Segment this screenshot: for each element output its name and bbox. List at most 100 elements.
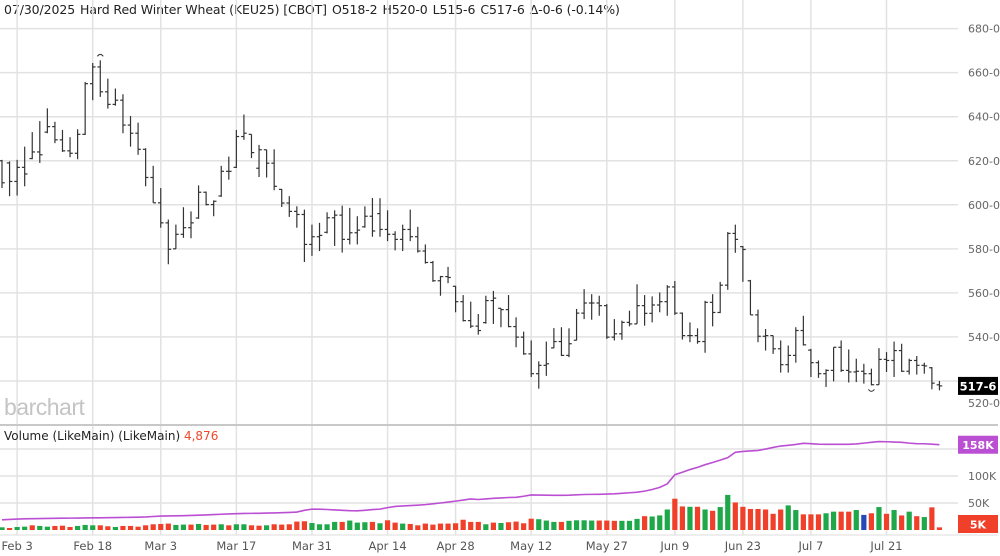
x-tick-label: Jun 9: [659, 539, 689, 553]
ohlc-bar: [513, 317, 519, 348]
volume-bar: [642, 516, 648, 530]
x-tick-label: May 27: [586, 539, 628, 553]
volume-bar: [883, 513, 890, 530]
volume-bar: [316, 524, 323, 530]
header-date: 07/30/2025: [4, 2, 76, 17]
volume-bar: [14, 526, 20, 530]
volume-bar: [513, 521, 519, 530]
volume-tick-label: 100K: [968, 470, 997, 483]
ohlc-bar: [173, 224, 179, 250]
ohlc-bar: [906, 358, 912, 375]
ohlc-bar: [44, 108, 51, 134]
volume-bar: [422, 523, 428, 530]
volume-bar: [634, 518, 640, 530]
ohlc-bar: [747, 279, 754, 316]
ohlc-bar: [694, 328, 701, 344]
volume-bar: [407, 523, 413, 530]
volume-bar: [67, 526, 73, 530]
volume-bar: [891, 510, 897, 530]
volume-bar: [747, 508, 754, 530]
price-tick-label: 660-0: [968, 67, 1000, 80]
volume-bar: [233, 524, 239, 530]
ohlc-bar: [498, 307, 504, 328]
ohlc-bar: [324, 212, 330, 234]
volume-bar: [815, 514, 822, 530]
volume-bar: [906, 511, 912, 530]
price-tick-label: 580-0: [968, 243, 1000, 256]
price-tick-label: 620-0: [968, 155, 1000, 168]
volume-current-value: 4,876: [183, 429, 219, 443]
ohlc-bar: [520, 331, 527, 355]
ohlc-bar: [437, 275, 444, 296]
period-high-marker: [96, 53, 104, 57]
volume-bar: [430, 524, 436, 530]
volume-bar: [694, 506, 701, 530]
header-high: H520-0: [382, 2, 428, 17]
volume-bar: [521, 523, 527, 530]
ohlc-bar: [679, 312, 686, 340]
volume-bar: [188, 524, 194, 530]
volume-bar: [392, 522, 398, 530]
open-interest-line: [1, 440, 940, 521]
ohlc-bar: [830, 346, 837, 382]
price-tick-label: 600-0: [968, 199, 1000, 212]
volume-bar: [604, 520, 610, 530]
ohlc-bar: [724, 232, 731, 290]
ohlc-bar: [634, 284, 640, 325]
volume-bar: [264, 525, 270, 530]
x-tick-label: May 12: [510, 539, 552, 553]
ohlc-bar: [105, 78, 111, 109]
ohlc-bar: [861, 363, 867, 384]
ohlc-bar: [793, 327, 799, 363]
volume-bar: [929, 507, 935, 530]
ohlc-bar: [89, 62, 96, 101]
volume-bar: [150, 524, 156, 530]
volume-bar: [29, 525, 35, 530]
ohlc-bar: [876, 348, 882, 386]
ohlc-bar: [301, 209, 308, 263]
ohlc-bar: [604, 304, 610, 339]
volume-bar: [596, 520, 602, 530]
volume-bar: [143, 525, 149, 530]
volume-bar: [332, 521, 338, 530]
volume-bar: [876, 507, 882, 530]
volume-bar: [823, 513, 829, 530]
header-low: L515-6: [432, 2, 476, 17]
volume-bar: [831, 511, 837, 530]
volume-tick-label: 50K: [968, 497, 990, 510]
ohlc-bar: [687, 322, 693, 343]
volume-bar: [710, 510, 716, 530]
ohlc-bar: [112, 88, 119, 106]
ohlc-bar: [97, 60, 104, 97]
volume-bar: [309, 522, 315, 530]
price-tick-label: 640-0: [968, 111, 1000, 124]
x-tick-label: Feb 18: [73, 539, 112, 553]
volume-bar: [589, 520, 595, 530]
ohlc-bar: [535, 361, 542, 389]
x-tick-label: Mar 3: [144, 539, 177, 553]
volume-tag: [958, 515, 998, 533]
ohlc-bar: [838, 340, 844, 372]
ohlc-bar: [891, 341, 897, 377]
ohlc-bar: [309, 224, 315, 256]
header-symbol-name: Hard Red Winter Wheat (KEU25) [CBOT]: [80, 2, 327, 17]
header-open: O518-2: [331, 2, 378, 17]
ohlc-bar: [286, 196, 293, 217]
volume-bar: [558, 521, 565, 530]
volume-bar: [725, 494, 731, 530]
volume-bar: [279, 524, 285, 530]
volume-bar: [271, 524, 277, 530]
ohlc-bar: [248, 133, 255, 159]
volume-bar: [755, 508, 761, 530]
volume-bar: [626, 520, 633, 530]
volume-bar: [59, 525, 66, 530]
ohlc-bar: [543, 341, 550, 376]
volume-bar: [218, 524, 224, 530]
ohlc-bar: [188, 211, 194, 239]
period-low-marker: [868, 389, 875, 392]
volume-bar: [702, 509, 708, 530]
x-tick-label: Feb 3: [1, 539, 32, 553]
ohlc-bar: [619, 320, 625, 340]
ohlc-bar: [898, 343, 905, 372]
